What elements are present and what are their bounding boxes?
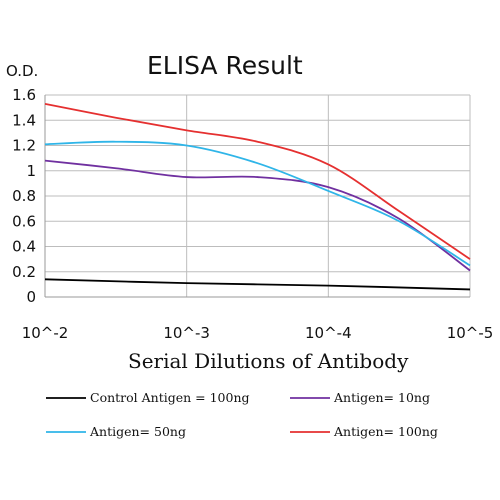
legend-label: Antigen= 100ng bbox=[333, 424, 438, 439]
series-line-1 bbox=[44, 159, 471, 272]
x-tick-label: 10^-5 bbox=[447, 324, 494, 342]
y-tick-label: 1.4 bbox=[12, 111, 36, 129]
y-axis-label: O.D. bbox=[6, 62, 38, 80]
y-tick-label: 0.6 bbox=[12, 212, 36, 230]
plot-grid bbox=[44, 94, 471, 298]
series-line-0 bbox=[44, 278, 471, 291]
chart-title: ELISA Result bbox=[147, 51, 303, 80]
y-tick-label: 0 bbox=[26, 288, 36, 306]
y-tick-label: 0.8 bbox=[12, 187, 36, 205]
series-lines bbox=[44, 102, 471, 291]
y-tick-label: 0.4 bbox=[12, 238, 36, 256]
x-tick-label: 10^-3 bbox=[163, 324, 210, 342]
series-line-3 bbox=[44, 102, 471, 260]
y-tick-labels: 0 0.2 0.4 0.6 0.8 1 1.2 1.4 1.6 bbox=[12, 86, 36, 306]
x-tick-labels: 10^-2 10^-3 10^-4 10^-5 bbox=[22, 324, 494, 342]
legend-label: Control Antigen = 100ng bbox=[90, 390, 250, 405]
y-tick-label: 1 bbox=[26, 162, 36, 180]
legend-label: Antigen= 10ng bbox=[333, 390, 430, 405]
x-tick-label: 10^-4 bbox=[305, 324, 352, 342]
legend: Control Antigen = 100ng Antigen= 10ng Anti… bbox=[46, 390, 438, 439]
x-tick-label: 10^-2 bbox=[22, 324, 69, 342]
y-tick-label: 1.2 bbox=[12, 137, 36, 155]
y-tick-label: 0.2 bbox=[12, 263, 36, 281]
series-line-2 bbox=[44, 140, 471, 267]
y-tick-label: 1.6 bbox=[12, 86, 36, 104]
legend-label: Antigen= 50ng bbox=[89, 424, 186, 439]
x-axis-label: Serial Dilutions of Antibody bbox=[128, 349, 409, 373]
